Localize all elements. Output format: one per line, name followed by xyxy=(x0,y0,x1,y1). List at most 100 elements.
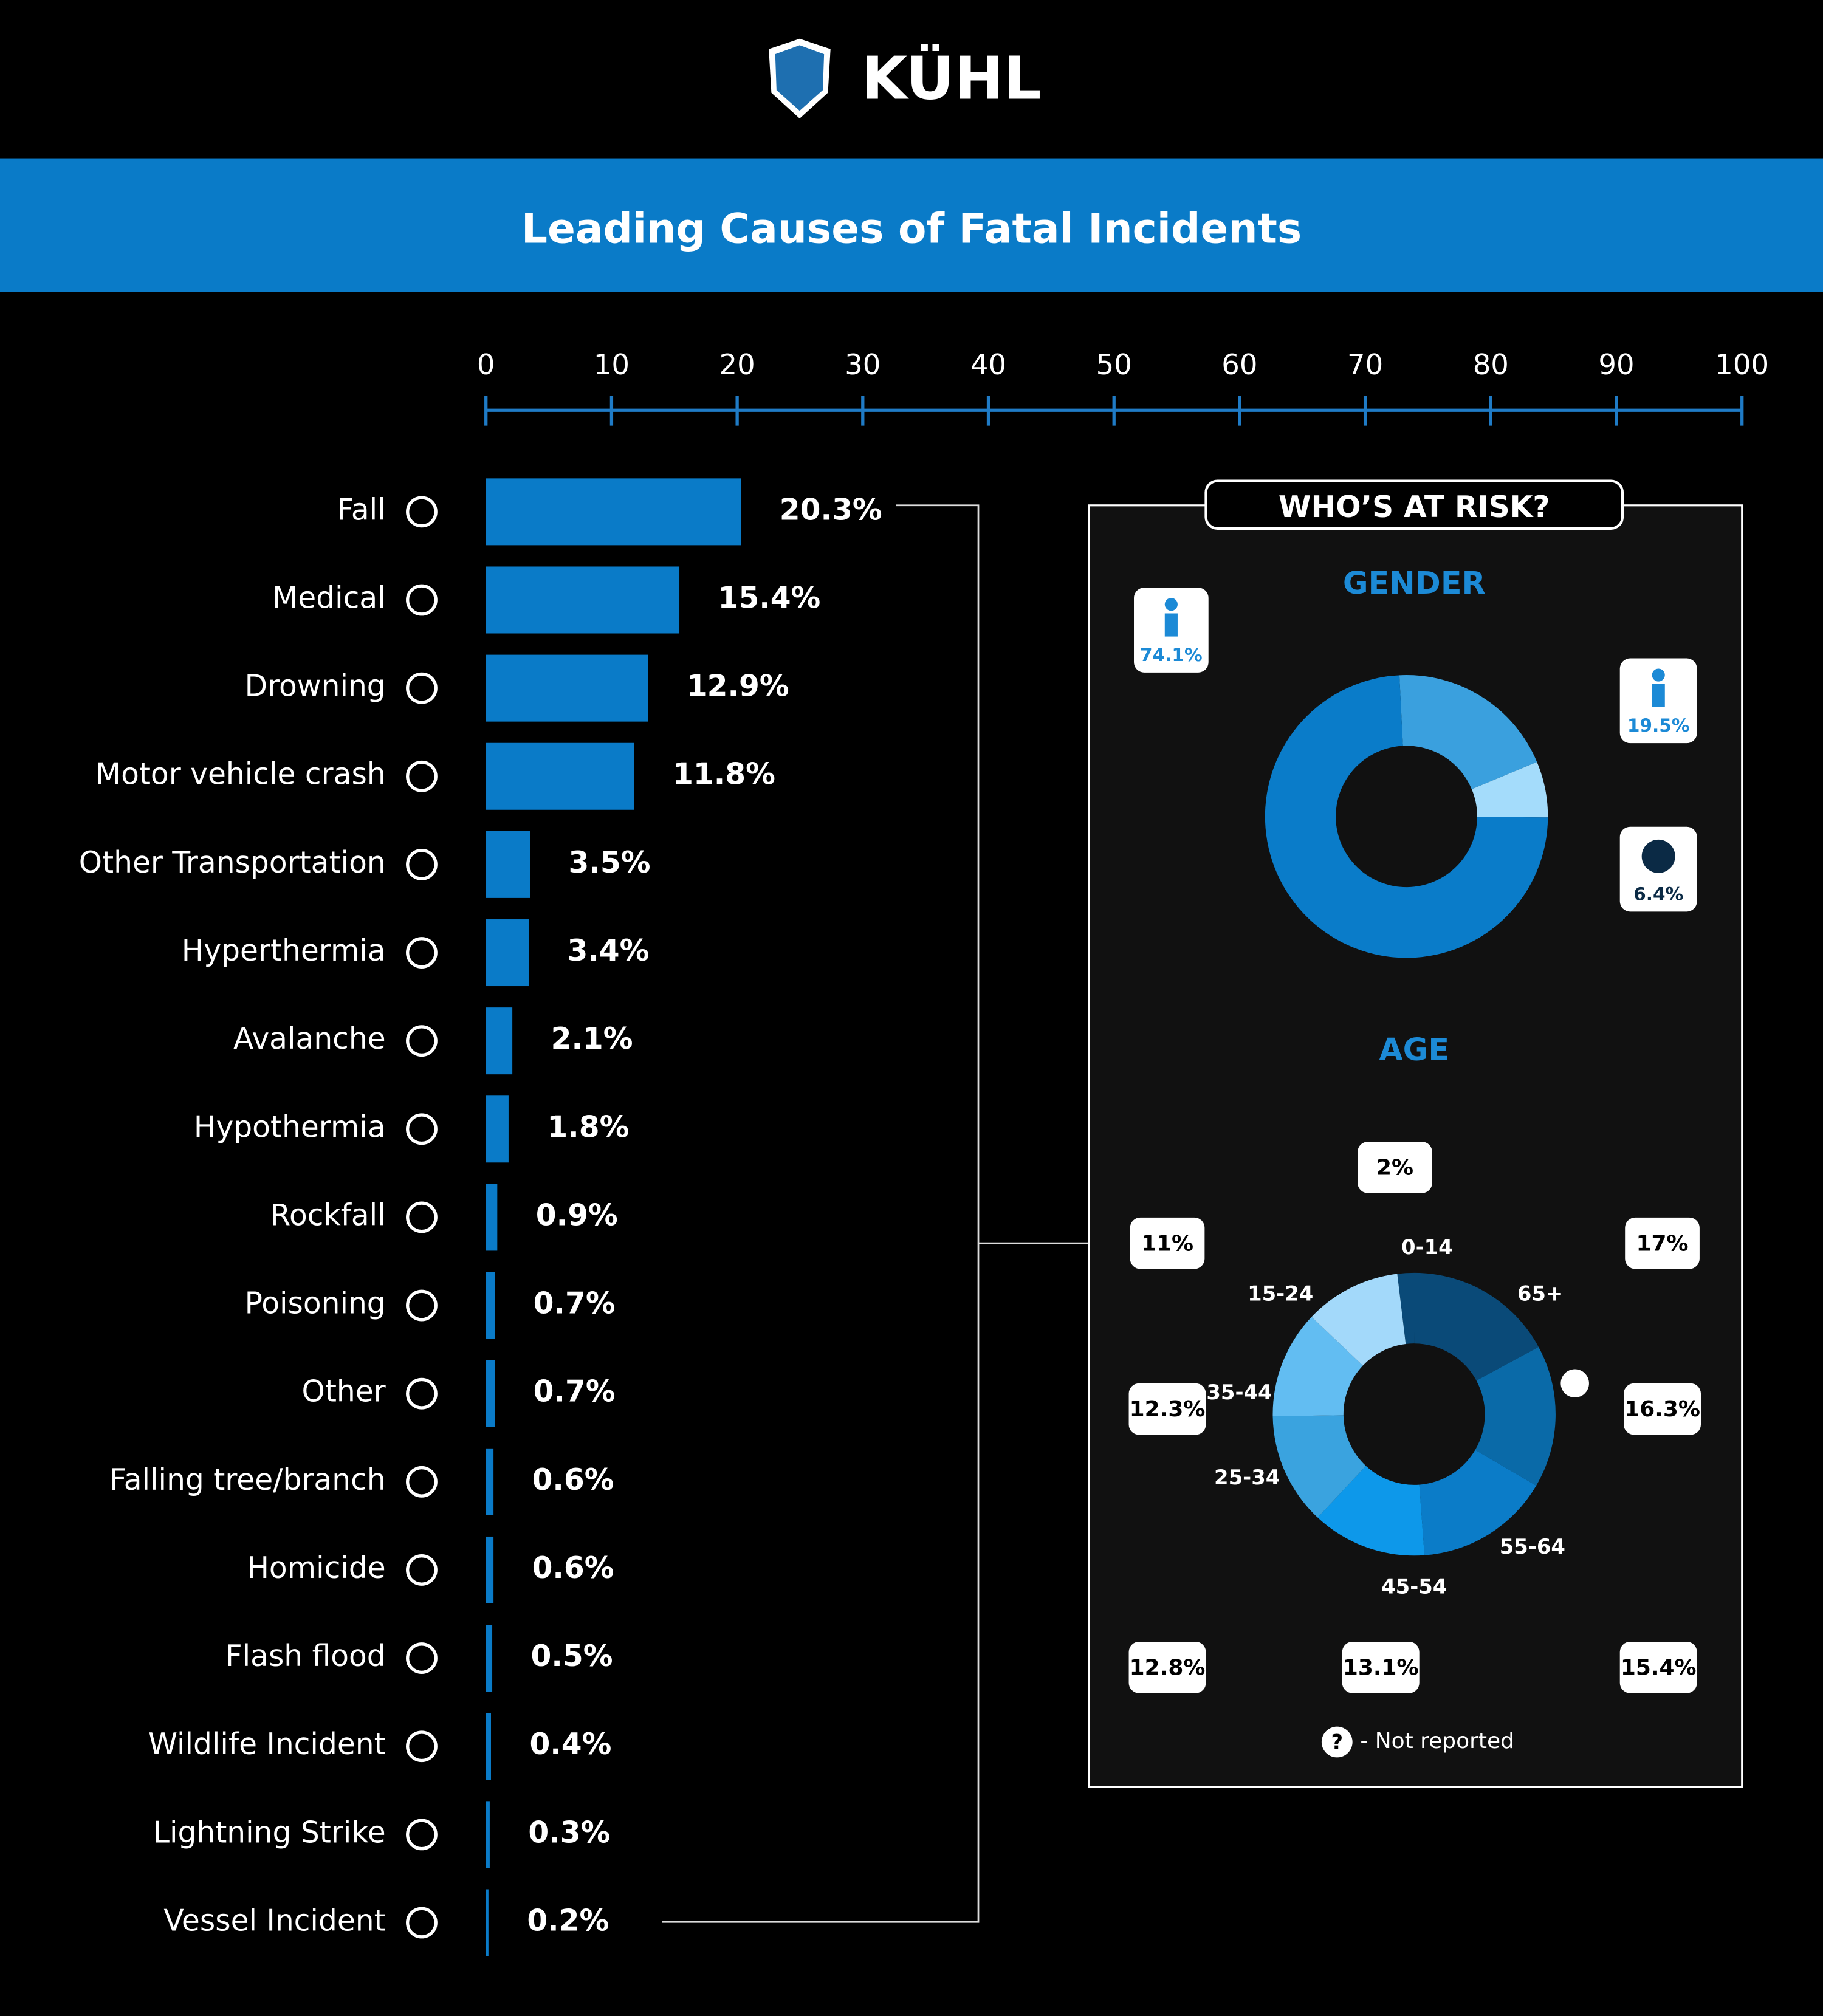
x-tick-label: 40 xyxy=(970,348,1006,381)
value-label: 11.8% xyxy=(673,758,775,792)
bar xyxy=(486,1889,489,1956)
category-icon xyxy=(406,760,438,792)
age-category-label: 25-34 xyxy=(1214,1466,1280,1489)
category-label: Hypothermia xyxy=(194,1110,386,1144)
value-label: 0.7% xyxy=(534,1287,616,1321)
category-icon xyxy=(406,672,438,704)
bar xyxy=(486,654,648,722)
category-icon xyxy=(406,1289,438,1322)
bar xyxy=(486,1360,495,1427)
category-label: Poisoning xyxy=(245,1287,386,1321)
donut-slice xyxy=(1272,1317,1363,1416)
bar xyxy=(486,1625,493,1692)
donut-slice xyxy=(1265,675,1548,958)
age-value-label: 12.3% xyxy=(1130,1397,1206,1422)
category-icon xyxy=(406,1642,438,1675)
bar xyxy=(486,1184,498,1251)
person-icon xyxy=(1164,598,1178,611)
legend-label: - Not reported xyxy=(1360,1729,1514,1754)
bar xyxy=(486,1536,494,1603)
category-label: Medical xyxy=(272,581,385,615)
person-body xyxy=(1652,684,1665,707)
value-label: 0.4% xyxy=(529,1727,611,1761)
value-box xyxy=(1128,1642,1206,1693)
category-label: Falling tree/branch xyxy=(109,1463,386,1497)
value-label: 0.2% xyxy=(527,1904,609,1938)
bar xyxy=(486,742,634,810)
logo-mountain xyxy=(775,45,825,111)
bar xyxy=(486,478,741,546)
value-label: 15.4% xyxy=(718,581,821,615)
category-icon xyxy=(406,1113,438,1145)
donut-slice xyxy=(1399,675,1537,789)
age-category-label: 35-44 xyxy=(1206,1380,1272,1404)
x-tick-label: 0 xyxy=(477,348,495,381)
age-category-label: 0-14 xyxy=(1401,1235,1453,1259)
age-value-label: 17% xyxy=(1636,1231,1689,1256)
category-label: Flash flood xyxy=(225,1639,386,1673)
category-icon xyxy=(406,1819,438,1851)
category-label: Motor vehicle crash xyxy=(95,758,386,792)
category-icon xyxy=(406,584,438,616)
age-value-label: 2% xyxy=(1376,1155,1413,1180)
age-category-label: 45-54 xyxy=(1381,1575,1447,1599)
x-tick-label: 100 xyxy=(1715,348,1769,381)
category-icon xyxy=(406,1730,438,1763)
category-label: Other xyxy=(302,1375,386,1409)
person-icon xyxy=(1652,668,1665,682)
value-label: 0.3% xyxy=(528,1815,610,1850)
value-box xyxy=(1128,1383,1206,1435)
bar xyxy=(486,1272,495,1339)
value-label: 0.9% xyxy=(536,1198,618,1232)
age-value-label: 13.1% xyxy=(1343,1655,1419,1680)
value-label: 1.8% xyxy=(547,1110,629,1144)
age-category-label: 55-64 xyxy=(1500,1535,1565,1558)
value-label: 12.9% xyxy=(687,670,789,704)
donut-slice xyxy=(1414,1272,1539,1381)
value-box xyxy=(1624,1383,1701,1435)
bar xyxy=(486,919,529,987)
category-icon xyxy=(406,1907,438,1939)
donut-slice xyxy=(1272,1415,1366,1518)
value-box xyxy=(1130,1217,1205,1269)
x-tick-label: 20 xyxy=(719,348,755,381)
value-box xyxy=(1358,1142,1432,1193)
title-band xyxy=(0,158,1823,292)
category-label: Rockfall xyxy=(270,1198,385,1232)
person-body xyxy=(1164,613,1178,637)
value-label: 3.5% xyxy=(569,846,651,880)
bar xyxy=(486,566,680,634)
bar xyxy=(486,1007,513,1075)
gender-title: GENDER xyxy=(1343,565,1486,601)
category-icon xyxy=(406,496,438,528)
age-title: AGE xyxy=(1379,1032,1449,1068)
panel-title-box xyxy=(1204,479,1624,530)
gender-value-label: 6.4% xyxy=(1633,883,1683,904)
title: Leading Causes of Fatal Incidents xyxy=(521,205,1302,253)
value-label: 0.7% xyxy=(534,1375,616,1409)
category-icon xyxy=(406,1554,438,1586)
donut-slice xyxy=(1311,1274,1406,1366)
gender-value-label: 74.1% xyxy=(1140,645,1203,665)
unknown-icon xyxy=(1641,839,1675,873)
gender-value-label: 19.5% xyxy=(1627,715,1690,736)
category-label: Fall xyxy=(337,493,385,527)
category-label: Lightning Strike xyxy=(153,1815,386,1850)
donut-slice xyxy=(1397,1272,1415,1345)
category-icon xyxy=(406,1377,438,1410)
x-tick-label: 60 xyxy=(1221,348,1257,381)
donut-slice xyxy=(1475,1346,1556,1486)
category-label: Avalanche xyxy=(233,1022,386,1056)
category-icon xyxy=(406,848,438,880)
category-label: Homicide xyxy=(247,1551,385,1585)
connector xyxy=(662,504,1089,1923)
age-value-label: 15.4% xyxy=(1621,1655,1697,1680)
bar xyxy=(486,1095,509,1163)
x-tick-label: 90 xyxy=(1598,348,1634,381)
category-icon xyxy=(406,937,438,969)
unknown-icon xyxy=(1560,1369,1589,1398)
value-label: 0.5% xyxy=(531,1639,613,1673)
brand: KÜHL xyxy=(861,43,1041,113)
age-category-label: 65+ xyxy=(1517,1281,1563,1305)
